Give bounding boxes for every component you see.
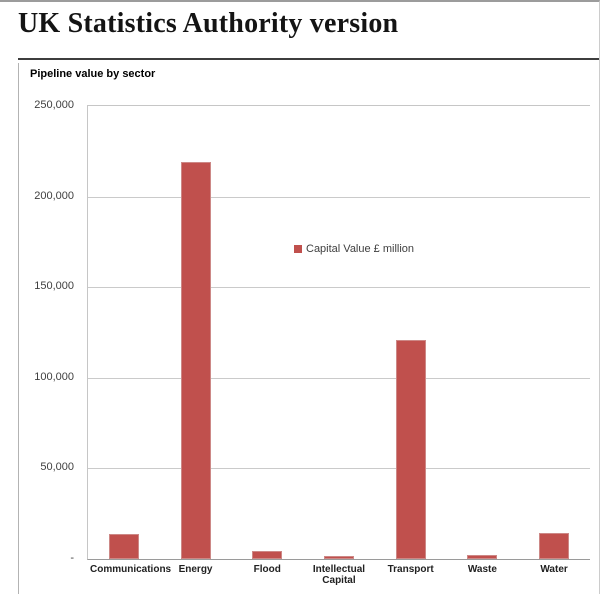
bar-communications — [109, 534, 139, 559]
bar-flood — [252, 551, 282, 559]
plot-area — [87, 105, 590, 560]
legend: Capital Value £ million — [294, 243, 414, 255]
x-axis-label-energy: Energy — [178, 564, 213, 575]
x-axis-label-water: Water — [540, 564, 568, 575]
gridline-50000 — [88, 468, 590, 469]
y-axis-tick-label-0: - — [70, 552, 74, 564]
y-axis-tick-label-50000: 50,000 — [40, 461, 74, 473]
bar-transport — [396, 340, 426, 559]
y-axis-tick-label-200000: 200,000 — [34, 190, 74, 202]
y-axis-tick-label-100000: 100,000 — [34, 371, 74, 383]
legend-label: Capital Value £ million — [306, 243, 415, 255]
page-title: UK Statistics Authority version — [18, 8, 399, 39]
x-axis-label-transport: Transport — [387, 564, 434, 575]
bar-waste — [467, 555, 497, 559]
x-axis-label-communications: Communications — [90, 564, 172, 575]
gridline-100000 — [88, 378, 590, 379]
title-divider — [18, 58, 599, 60]
x-axis-label-waste: Waste — [467, 564, 497, 575]
y-axis-tick-label-150000: 150,000 — [34, 280, 74, 292]
x-axis-label-flood: Flood — [253, 564, 281, 575]
gridline-200000 — [88, 197, 590, 198]
bar-energy — [181, 162, 211, 559]
chart-frame-left-border — [18, 63, 19, 594]
bar-water — [539, 533, 569, 559]
gridline-150000 — [88, 287, 590, 288]
y-axis-tick-label-250000: 250,000 — [34, 99, 74, 111]
legend-marker-icon — [294, 245, 302, 253]
chart-title: Pipeline value by sector — [30, 68, 156, 80]
x-axis: Communications Energy Flood Intellectual Ca… — [88, 564, 590, 586]
x-axis-label-intellectual-capital: Intellectual Capital — [312, 564, 366, 586]
bar-intellectual-capital — [324, 556, 354, 559]
